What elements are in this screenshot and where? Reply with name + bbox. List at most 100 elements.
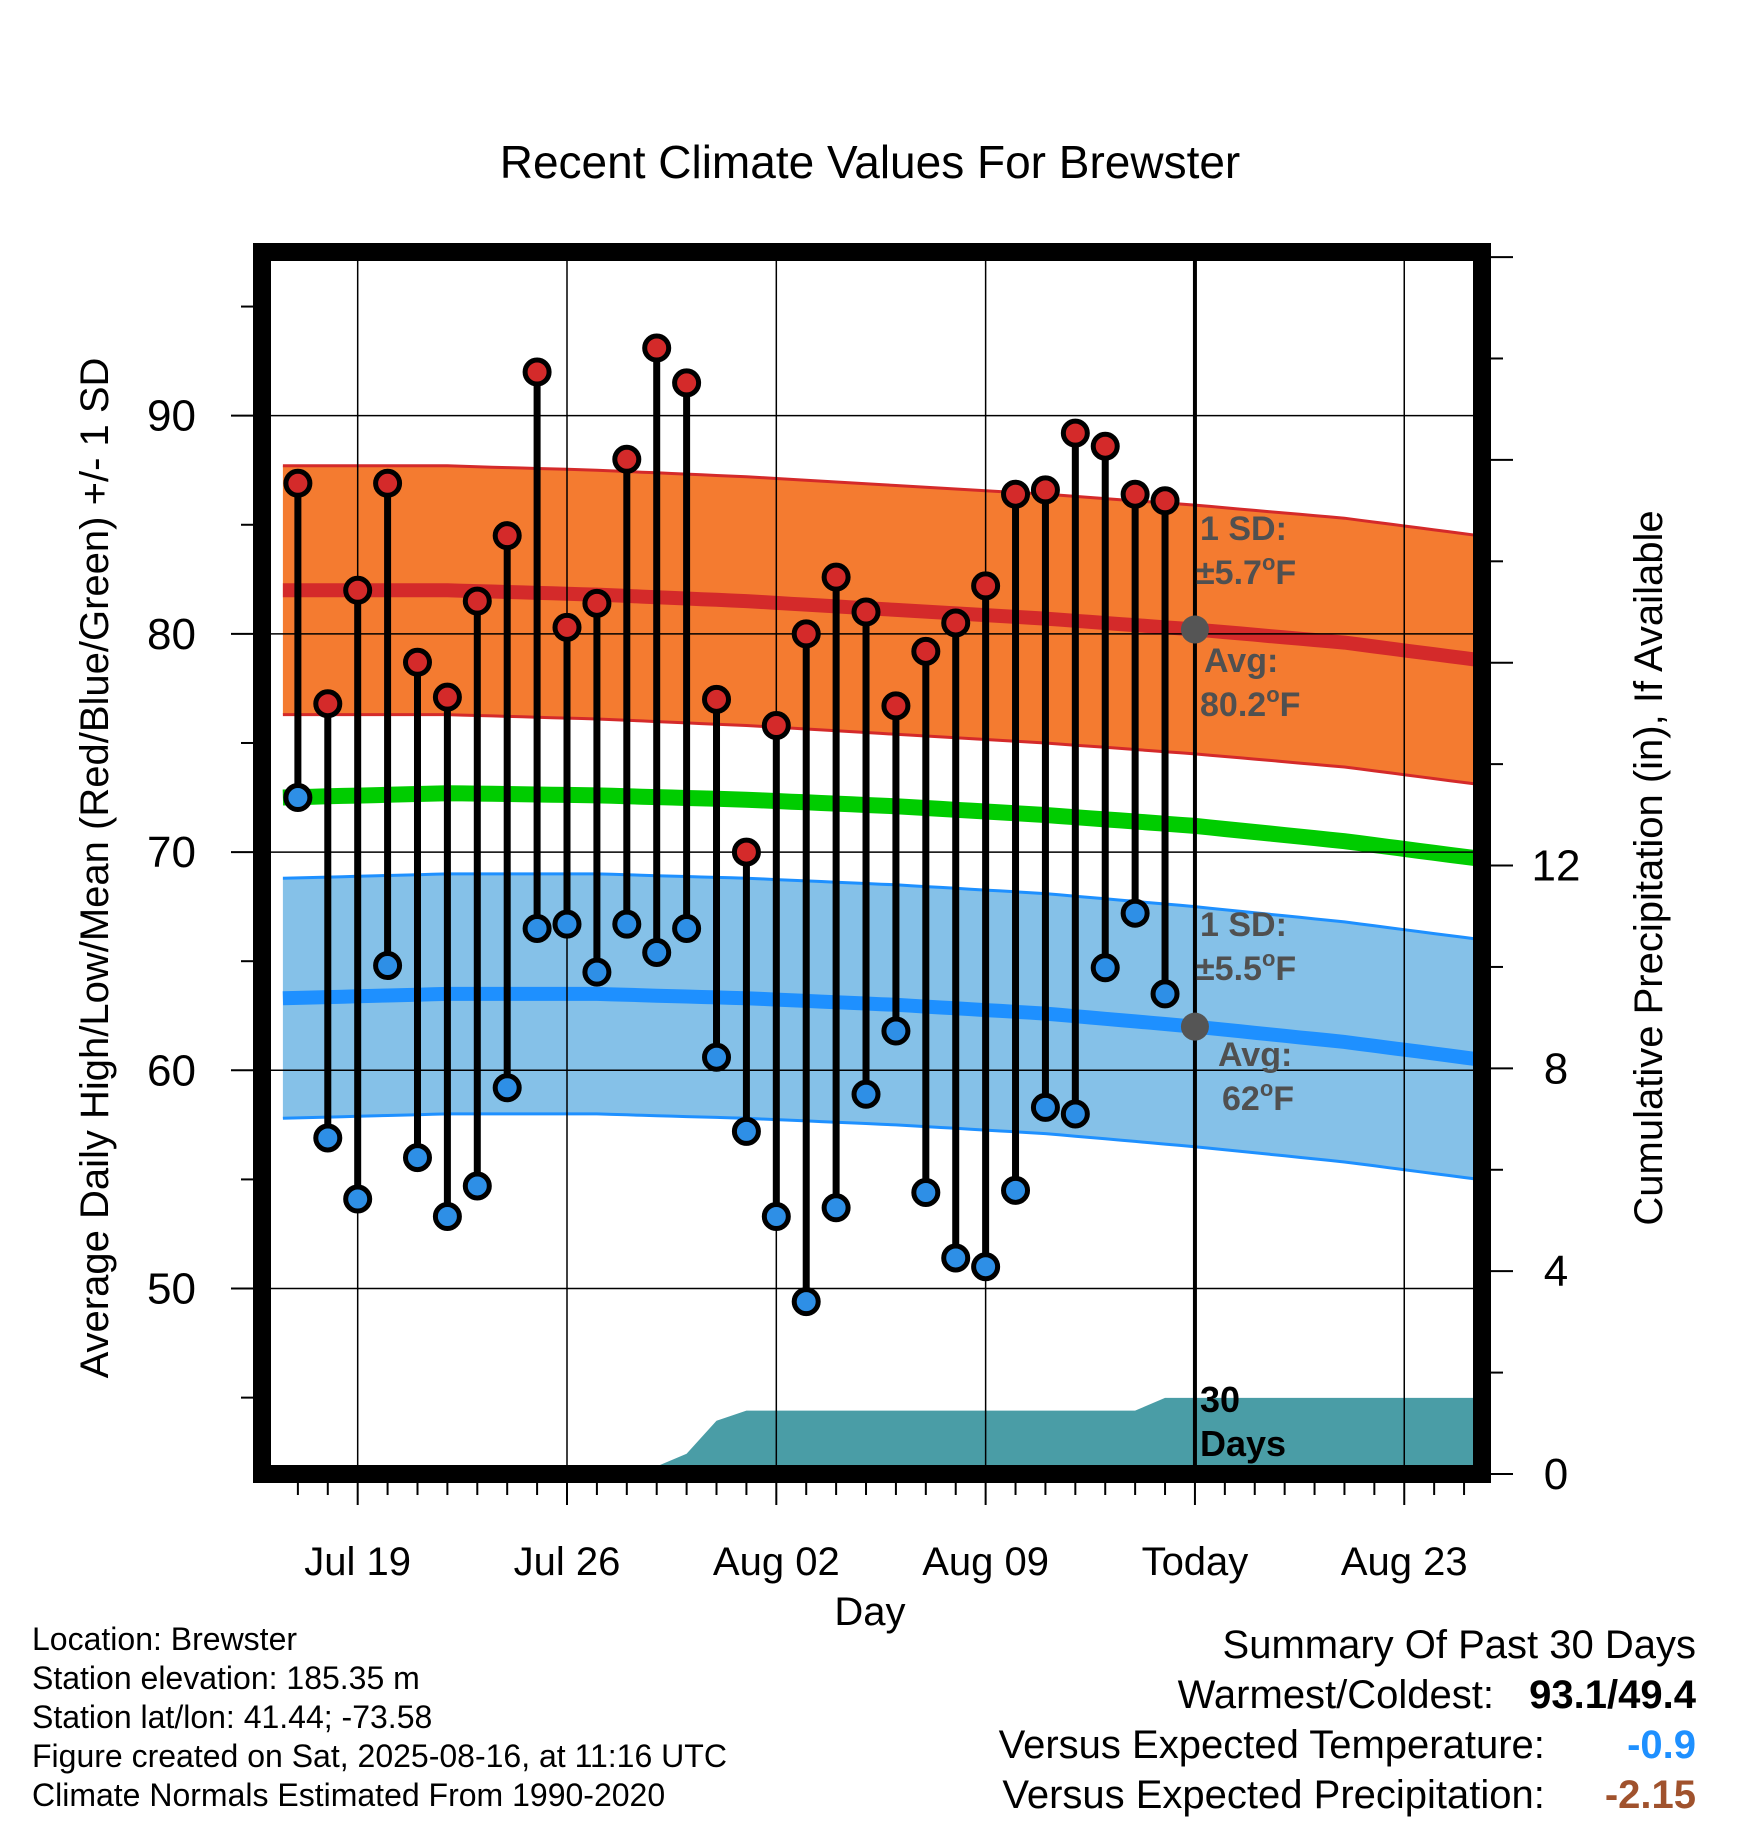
daily-low-point <box>705 1045 729 1069</box>
y-tick-label: 80 <box>147 610 196 659</box>
warm-cold-value: 93.1/49.4 <box>1529 1670 1696 1720</box>
daily-low-point <box>824 1196 848 1220</box>
y-tick-label: 60 <box>147 1046 196 1095</box>
avg-high-label-line1: Avg: <box>1204 642 1278 680</box>
daily-low-point <box>884 1019 908 1043</box>
daily-high-point <box>1033 478 1057 502</box>
daily-low-point <box>1033 1095 1057 1119</box>
daily-high-point <box>944 611 968 635</box>
warmest-value: 93.1 <box>1529 1673 1607 1717</box>
daily-low-point <box>854 1082 878 1106</box>
latlon-text: Station lat/lon: 41.44; -73.58 <box>32 1698 727 1737</box>
daily-low-point <box>286 786 310 810</box>
x-axis-label: Day <box>834 1590 905 1634</box>
daily-high-point <box>316 692 340 716</box>
daily-high-point <box>1004 482 1028 506</box>
daily-low-point <box>914 1181 938 1205</box>
daily-low-point <box>944 1246 968 1270</box>
daily-low-point <box>555 912 579 936</box>
daily-low-point <box>1004 1178 1028 1202</box>
y-tick-label: 50 <box>147 1265 196 1314</box>
daily-low-point <box>376 954 400 978</box>
temp-anomaly-row: Versus Expected Temperature: -0.9 <box>999 1720 1696 1770</box>
cumulative-precip-area <box>283 1398 1479 1474</box>
avg-low-label-line2-unit: F <box>1273 1080 1294 1118</box>
y-axis-label: Average Daily High/Low/Mean (Red/Blue/Gr… <box>73 358 117 1379</box>
daily-low-point <box>645 940 669 964</box>
daily-high-point <box>764 714 788 738</box>
daily-low-point <box>405 1146 429 1170</box>
daily-high-point <box>1123 482 1147 506</box>
daily-high-point <box>705 687 729 711</box>
daily-low-point <box>465 1174 489 1198</box>
daily-high-point <box>675 371 699 395</box>
daily-high-point <box>734 840 758 864</box>
daily-high-point <box>1063 421 1087 445</box>
y-tick-label: 70 <box>147 828 196 877</box>
daily-high-point <box>525 360 549 384</box>
daily-high-point <box>346 578 370 602</box>
x-tick-label: Aug 23 <box>1341 1540 1468 1584</box>
daily-high-point <box>645 336 669 360</box>
daily-low-point <box>675 916 699 940</box>
x-tick-label: Jul 26 <box>514 1540 621 1584</box>
daily-low-point <box>764 1205 788 1229</box>
avg-low-label-line2: 62oF <box>1222 1076 1294 1118</box>
daily-low-point <box>525 916 549 940</box>
station-info: Location: Brewster Station elevation: 18… <box>32 1620 727 1815</box>
climate-chart: Recent Climate Values For Brewster 1 SD:… <box>0 0 1748 1828</box>
y2-axis-label: Cumulative Precipitation (in), If Availa… <box>1627 510 1671 1225</box>
daily-high-point <box>435 685 459 709</box>
daily-high-point <box>585 591 609 615</box>
daily-low-point <box>435 1205 459 1229</box>
sd-low-label-line2-degree: o <box>1262 946 1275 971</box>
sd-low-label-line2-unit: F <box>1275 950 1296 988</box>
warm-cold-row: Warmest/Coldest: 93.1/49.4 <box>999 1670 1696 1720</box>
sd-high-label-line2-unit: F <box>1275 554 1296 592</box>
daily-high-point <box>615 447 639 471</box>
elevation-text: Station elevation: 185.35 m <box>32 1659 727 1698</box>
sd-high-label-line1: 1 SD: <box>1200 510 1287 548</box>
daily-high-point <box>794 622 818 646</box>
daily-high-point <box>555 615 579 639</box>
normals-text: Climate Normals Estimated From 1990-2020 <box>32 1776 727 1815</box>
summary-panel: Summary Of Past 30 Days Warmest/Coldest:… <box>999 1620 1696 1820</box>
avg-high-label-line2-unit: F <box>1280 686 1301 724</box>
sd-low-label-line2: ±5.5oF <box>1196 946 1296 988</box>
x-tick-label: Aug 09 <box>922 1540 1049 1584</box>
sd-low-label-line1: 1 SD: <box>1200 906 1287 944</box>
x-tick-label: Jul 19 <box>304 1540 411 1584</box>
sd-high-label-line2: ±5.7oF <box>1196 550 1296 592</box>
chart-title: Recent Climate Values For Brewster <box>500 136 1241 188</box>
today-avg-low-marker <box>1181 1013 1209 1041</box>
daily-high-point <box>824 565 848 589</box>
precip-period-label-line1: 30 <box>1200 1379 1240 1420</box>
daily-low-point <box>346 1187 370 1211</box>
normal-low-band <box>283 874 1479 1180</box>
daily-low-point <box>734 1119 758 1143</box>
created-text: Figure created on Sat, 2025-08-16, at 11… <box>32 1737 727 1776</box>
daily-low-point <box>1063 1102 1087 1126</box>
today-avg-high-marker <box>1181 616 1209 644</box>
y2-tick-label: 12 <box>1532 842 1581 891</box>
daily-high-point <box>1093 434 1117 458</box>
x-tick-label: Aug 02 <box>713 1540 840 1584</box>
daily-low-point <box>974 1255 998 1279</box>
y2-tick-label: 8 <box>1544 1044 1568 1093</box>
daily-high-point <box>465 589 489 613</box>
avg-low-label-line1: Avg: <box>1218 1036 1292 1074</box>
daily-high-point <box>405 650 429 674</box>
daily-low-point <box>316 1126 340 1150</box>
warm-cold-slash: / <box>1607 1673 1618 1717</box>
avg-high-label-line2-degree: o <box>1266 682 1279 707</box>
daily-high-point <box>376 471 400 495</box>
summary-title: Summary Of Past 30 Days <box>999 1620 1696 1670</box>
precip-anomaly-label: Versus Expected Precipitation: <box>1002 1773 1545 1817</box>
y2-tick-label: 4 <box>1544 1247 1568 1296</box>
avg-high-label-line2: 80.2oF <box>1200 682 1300 724</box>
daily-high-point <box>914 639 938 663</box>
daily-low-point <box>1153 982 1177 1006</box>
precip-anomaly-value: -2.15 <box>1596 1770 1696 1820</box>
sd-high-label-line2-degree: o <box>1262 550 1275 575</box>
warm-cold-label: Warmest/Coldest: <box>1178 1673 1494 1717</box>
